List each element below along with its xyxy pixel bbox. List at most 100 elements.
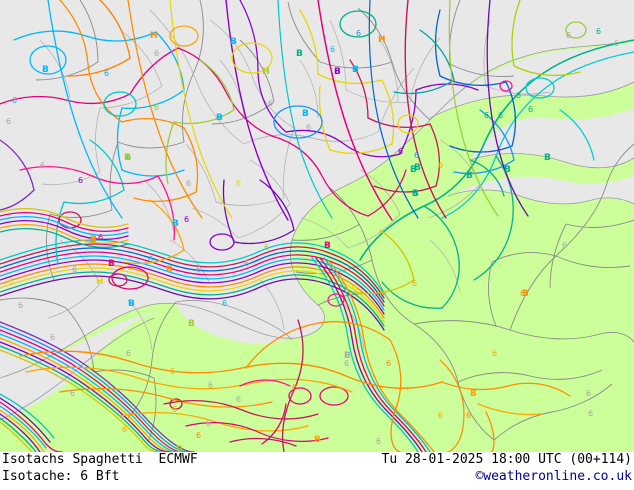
svg-text:6: 6 xyxy=(566,31,571,40)
svg-text:6: 6 xyxy=(196,431,201,440)
svg-text:6: 6 xyxy=(438,411,443,420)
svg-text:B: B xyxy=(522,289,529,299)
footer-bar: Isotachs Spaghetti ECMWF Tu 28-01-2025 1… xyxy=(0,452,634,490)
svg-text:B: B xyxy=(352,65,359,75)
svg-text:6: 6 xyxy=(172,405,177,414)
svg-text:6: 6 xyxy=(466,411,471,420)
svg-text:6: 6 xyxy=(170,367,175,376)
svg-text:B: B xyxy=(334,67,341,77)
svg-text:6: 6 xyxy=(148,255,153,264)
svg-text:6: 6 xyxy=(196,265,201,274)
svg-text:B: B xyxy=(414,163,421,173)
pressure-centre-labels: B B B B B B B B H H H B B B H B B xyxy=(42,31,551,452)
terrain-regions xyxy=(0,0,634,420)
svg-text:6: 6 xyxy=(516,91,521,100)
svg-text:B: B xyxy=(544,153,551,163)
svg-text:B: B xyxy=(176,445,183,452)
svg-text:6: 6 xyxy=(586,389,591,398)
svg-text:6: 6 xyxy=(236,179,241,188)
valid-datetime: Tu 28-01-2025 18:00 UTC (00+114) xyxy=(381,452,632,467)
svg-text:6: 6 xyxy=(126,349,131,358)
svg-text:H: H xyxy=(262,67,270,77)
svg-text:B: B xyxy=(128,299,135,309)
svg-text:6: 6 xyxy=(588,409,593,418)
svg-text:B: B xyxy=(410,165,417,175)
svg-text:6: 6 xyxy=(398,147,403,156)
svg-text:B: B xyxy=(124,153,131,163)
map-canvas[interactable]: 6 6 6 6 6 6 6 6 6 6 6 6 6 6 6 6 6 xyxy=(0,0,634,452)
svg-text:6: 6 xyxy=(356,29,361,38)
svg-text:6: 6 xyxy=(184,215,189,224)
isotach-contours xyxy=(0,0,634,452)
svg-text:B: B xyxy=(324,241,331,251)
svg-text:6: 6 xyxy=(528,105,533,114)
svg-text:6: 6 xyxy=(78,176,83,185)
svg-text:6: 6 xyxy=(222,299,227,308)
svg-text:6: 6 xyxy=(596,27,601,36)
svg-text:6: 6 xyxy=(264,243,269,252)
svg-text:6: 6 xyxy=(376,437,381,446)
svg-text:B: B xyxy=(504,165,511,175)
svg-text:6: 6 xyxy=(244,259,249,268)
svg-text:B: B xyxy=(108,259,115,269)
svg-text:6: 6 xyxy=(562,241,567,250)
svg-text:B: B xyxy=(166,265,173,275)
svg-text:6: 6 xyxy=(414,151,419,160)
svg-text:6: 6 xyxy=(208,381,213,390)
svg-text:6: 6 xyxy=(306,123,311,132)
isotach-legend: Isotache: 6 Bft xyxy=(2,469,120,484)
svg-text:6: 6 xyxy=(292,383,297,392)
svg-text:H: H xyxy=(378,35,386,45)
svg-text:6: 6 xyxy=(154,103,159,112)
svg-text:6: 6 xyxy=(438,161,443,170)
svg-text:B: B xyxy=(216,113,223,123)
svg-text:6: 6 xyxy=(72,265,77,274)
svg-text:6: 6 xyxy=(154,49,159,58)
svg-text:6: 6 xyxy=(6,117,11,126)
svg-text:B: B xyxy=(470,389,477,399)
svg-text:B: B xyxy=(188,319,195,329)
svg-text:6: 6 xyxy=(498,111,503,120)
svg-text:6: 6 xyxy=(330,45,335,54)
svg-text:6: 6 xyxy=(386,359,391,368)
contour-labels: 6 6 6 6 6 6 6 6 6 6 6 6 6 6 6 6 6 xyxy=(6,27,619,446)
svg-text:6: 6 xyxy=(104,69,109,78)
svg-text:B: B xyxy=(296,49,303,59)
svg-text:6: 6 xyxy=(50,333,55,342)
svg-text:6: 6 xyxy=(12,96,17,105)
svg-text:6: 6 xyxy=(352,283,357,292)
svg-text:B: B xyxy=(90,235,97,245)
svg-text:6: 6 xyxy=(412,279,417,288)
svg-text:6: 6 xyxy=(614,39,619,48)
svg-text:B: B xyxy=(344,351,351,361)
svg-text:6: 6 xyxy=(126,153,131,162)
svg-text:B: B xyxy=(466,171,473,181)
copyright-link[interactable]: ©weatheronline.co.uk xyxy=(475,469,632,484)
svg-text:6: 6 xyxy=(40,161,45,170)
svg-text:6: 6 xyxy=(484,111,489,120)
svg-text:6: 6 xyxy=(186,179,191,188)
footer-row-top: Isotachs Spaghetti ECMWF Tu 28-01-2025 1… xyxy=(0,452,634,471)
svg-text:6: 6 xyxy=(520,289,525,298)
svg-text:6: 6 xyxy=(412,189,417,198)
svg-text:B: B xyxy=(314,435,321,445)
svg-text:6: 6 xyxy=(206,419,211,428)
svg-text:6: 6 xyxy=(122,425,127,434)
svg-text:6: 6 xyxy=(344,359,349,368)
map-svg: 6 6 6 6 6 6 6 6 6 6 6 6 6 6 6 6 6 xyxy=(0,0,634,452)
svg-text:H: H xyxy=(150,31,158,41)
svg-text:6: 6 xyxy=(70,389,75,398)
svg-text:B: B xyxy=(42,65,49,75)
svg-text:6: 6 xyxy=(492,349,497,358)
chart-title: Isotachs Spaghetti ECMWF xyxy=(2,452,198,467)
footer-row-bottom: Isotache: 6 Bft ©weatheronline.co.uk xyxy=(0,469,634,488)
svg-text:B: B xyxy=(230,37,237,47)
svg-text:6: 6 xyxy=(8,277,13,286)
svg-text:6: 6 xyxy=(98,233,103,242)
svg-text:H: H xyxy=(96,277,104,287)
svg-text:B: B xyxy=(172,219,179,229)
svg-text:B: B xyxy=(412,189,419,199)
svg-text:B: B xyxy=(302,109,309,119)
svg-text:6: 6 xyxy=(236,395,241,404)
